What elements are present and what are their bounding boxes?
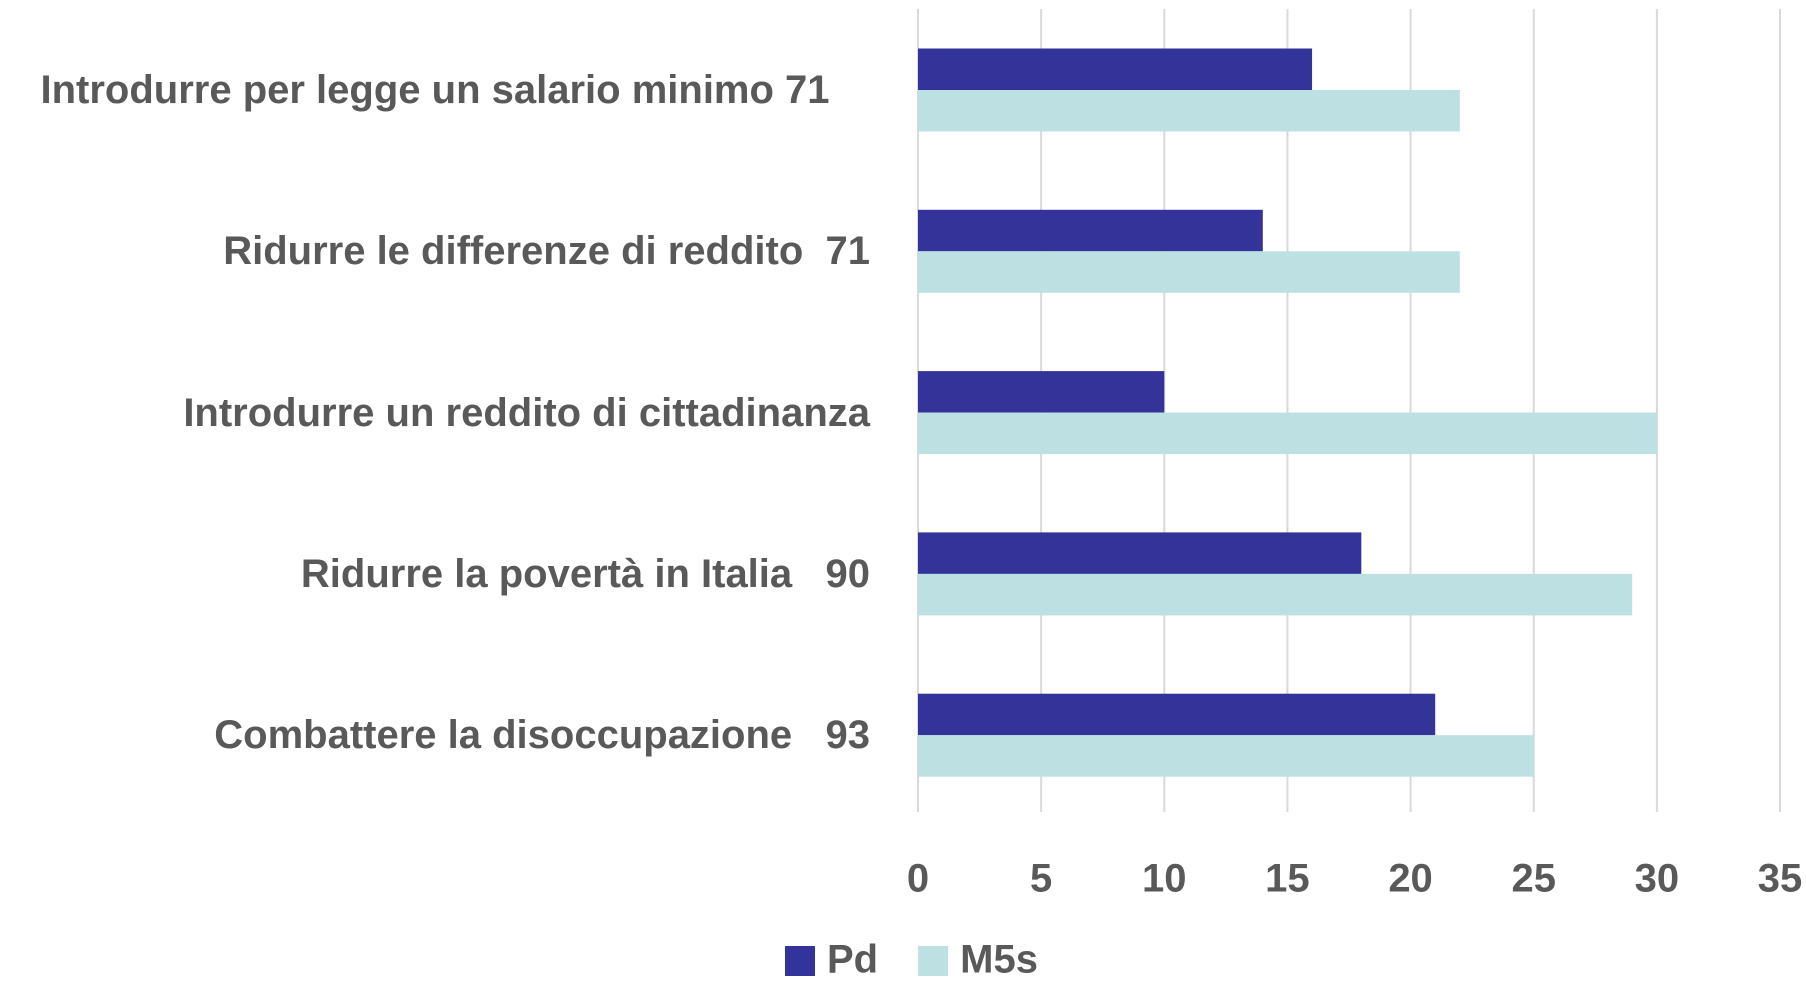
x-tick-label: 5: [1030, 857, 1052, 901]
bar: [918, 693, 1436, 736]
legend-swatch: [785, 946, 815, 976]
legend-swatch: [918, 946, 949, 976]
bar: [918, 412, 1657, 455]
bar: [918, 209, 1263, 252]
category-label: Introdurre per legge un salario minimo 7…: [40, 68, 830, 112]
category-label: Introdurre un reddito di cittadinanza: [183, 390, 870, 435]
category-label: Combattere la disoccupazione 93: [214, 713, 870, 758]
category-label: Ridurre le differenze di reddito 71: [223, 229, 870, 274]
x-tick-label: 35: [1758, 857, 1803, 901]
legend-label: Pd: [827, 938, 878, 981]
legend-label: M5s: [960, 938, 1038, 981]
x-tick-label: 25: [1511, 857, 1556, 901]
bar: [918, 371, 1165, 413]
bar: [918, 251, 1460, 293]
x-tick-label: 30: [1635, 857, 1680, 901]
x-tick-label: 20: [1388, 857, 1433, 901]
bar: [918, 573, 1633, 616]
x-tick-label: 0: [907, 857, 929, 901]
bar: [918, 735, 1534, 777]
x-tick-label: 15: [1265, 857, 1310, 901]
x-tick-label: 10: [1142, 857, 1187, 901]
bar: [918, 532, 1362, 574]
category-label: Ridurre la povertà in Italia 90: [300, 551, 870, 596]
bar: [918, 48, 1313, 90]
bar: [918, 90, 1460, 132]
